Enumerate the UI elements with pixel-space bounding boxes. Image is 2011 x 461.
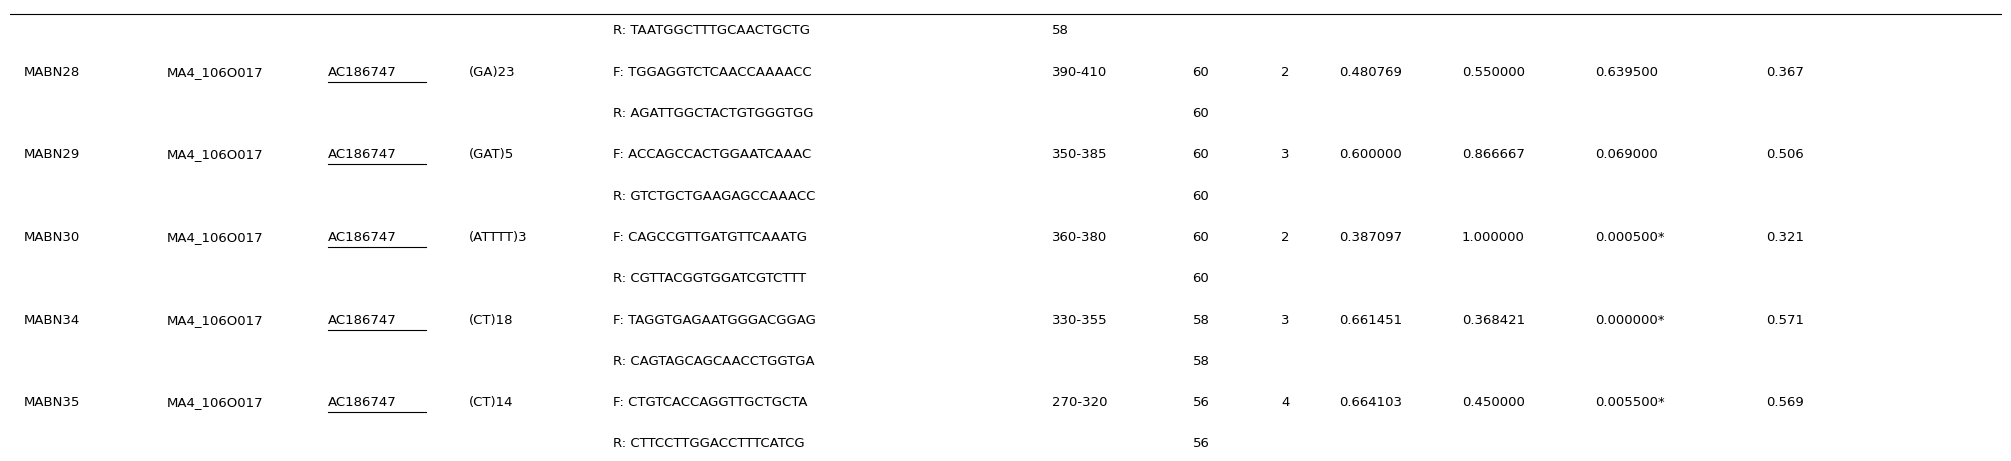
Text: R: CTTCCTTGGACCTTTCATCG: R: CTTCCTTGGACCTTTCATCG [613, 437, 804, 450]
Text: 56: 56 [1193, 437, 1209, 450]
Text: F: CAGCCGTTGATGTTCAAATG: F: CAGCCGTTGATGTTCAAATG [613, 231, 806, 244]
Text: MABN35: MABN35 [24, 396, 80, 409]
Text: R: GTCTGCTGAAGAGCCAAACC: R: GTCTGCTGAAGAGCCAAACC [613, 189, 816, 202]
Text: 0.368421: 0.368421 [1462, 313, 1524, 326]
Text: 390-410: 390-410 [1052, 65, 1106, 79]
Text: 270-320: 270-320 [1052, 396, 1108, 409]
Text: 0.321: 0.321 [1766, 231, 1804, 244]
Text: (GA)23: (GA)23 [469, 65, 515, 79]
Text: 0.639500: 0.639500 [1595, 65, 1657, 79]
Text: MA4_106O017: MA4_106O017 [167, 313, 263, 326]
Text: 4: 4 [1281, 396, 1289, 409]
Text: 0.000000*: 0.000000* [1595, 313, 1665, 326]
Text: 60: 60 [1193, 107, 1209, 120]
Text: 58: 58 [1193, 355, 1209, 368]
Text: 330-355: 330-355 [1052, 313, 1108, 326]
Text: 360-380: 360-380 [1052, 231, 1106, 244]
Text: F: ACCAGCCACTGGAATCAAAC: F: ACCAGCCACTGGAATCAAAC [613, 148, 812, 161]
Text: 0.571: 0.571 [1766, 313, 1804, 326]
Text: (CT)18: (CT)18 [469, 313, 513, 326]
Text: 0.600000: 0.600000 [1339, 148, 1402, 161]
Text: MA4_106O017: MA4_106O017 [167, 396, 263, 409]
Text: (GAT)5: (GAT)5 [469, 148, 515, 161]
Text: R: TAATGGCTTTGCAACTGCTG: R: TAATGGCTTTGCAACTGCTG [613, 24, 810, 37]
Text: F: TAGGTGAGAATGGGACGGAG: F: TAGGTGAGAATGGGACGGAG [613, 313, 816, 326]
Text: 0.480769: 0.480769 [1339, 65, 1402, 79]
Text: (CT)14: (CT)14 [469, 396, 513, 409]
Text: 60: 60 [1193, 231, 1209, 244]
Text: 0.000500*: 0.000500* [1595, 231, 1665, 244]
Text: 1.000000: 1.000000 [1462, 231, 1524, 244]
Text: 0.387097: 0.387097 [1339, 231, 1402, 244]
Text: 0.664103: 0.664103 [1339, 396, 1402, 409]
Text: (ATTTT)3: (ATTTT)3 [469, 231, 527, 244]
Text: 0.866667: 0.866667 [1462, 148, 1524, 161]
Text: MABN28: MABN28 [24, 65, 80, 79]
Text: 0.367: 0.367 [1766, 65, 1804, 79]
Text: AC186747: AC186747 [328, 396, 396, 409]
Text: 58: 58 [1052, 24, 1068, 37]
Text: 3: 3 [1281, 148, 1289, 161]
Text: 56: 56 [1193, 396, 1209, 409]
Text: MABN29: MABN29 [24, 148, 80, 161]
Text: AC186747: AC186747 [328, 148, 396, 161]
Text: 60: 60 [1193, 65, 1209, 79]
Text: F: CTGTCACCAGGTTGCTGCTA: F: CTGTCACCAGGTTGCTGCTA [613, 396, 808, 409]
Text: 58: 58 [1193, 313, 1209, 326]
Text: 0.506: 0.506 [1766, 148, 1804, 161]
Text: F: TGGAGGTCTCAACCAAAACC: F: TGGAGGTCTCAACCAAAACC [613, 65, 812, 79]
Text: AC186747: AC186747 [328, 65, 396, 79]
Text: R: AGATTGGCTACTGTGGGTGG: R: AGATTGGCTACTGTGGGTGG [613, 107, 814, 120]
Text: 60: 60 [1193, 148, 1209, 161]
Text: R: CGTTACGGTGGATCGTCTTT: R: CGTTACGGTGGATCGTCTTT [613, 272, 806, 285]
Text: 0.450000: 0.450000 [1462, 396, 1524, 409]
Text: AC186747: AC186747 [328, 231, 396, 244]
Text: MABN34: MABN34 [24, 313, 80, 326]
Text: 60: 60 [1193, 189, 1209, 202]
Text: MA4_106O017: MA4_106O017 [167, 65, 263, 79]
Text: 0.661451: 0.661451 [1339, 313, 1402, 326]
Text: AC186747: AC186747 [328, 313, 396, 326]
Text: 0.550000: 0.550000 [1462, 65, 1524, 79]
Text: MA4_106O017: MA4_106O017 [167, 148, 263, 161]
Text: 350-385: 350-385 [1052, 148, 1108, 161]
Text: R: CAGTAGCAGCAACCTGGTGA: R: CAGTAGCAGCAACCTGGTGA [613, 355, 814, 368]
Text: MA4_106O017: MA4_106O017 [167, 231, 263, 244]
Text: 2: 2 [1281, 231, 1289, 244]
Text: 3: 3 [1281, 313, 1289, 326]
Text: 0.569: 0.569 [1766, 396, 1804, 409]
Text: 60: 60 [1193, 272, 1209, 285]
Text: MABN30: MABN30 [24, 231, 80, 244]
Text: 0.069000: 0.069000 [1595, 148, 1657, 161]
Text: 0.005500*: 0.005500* [1595, 396, 1665, 409]
Text: 2: 2 [1281, 65, 1289, 79]
